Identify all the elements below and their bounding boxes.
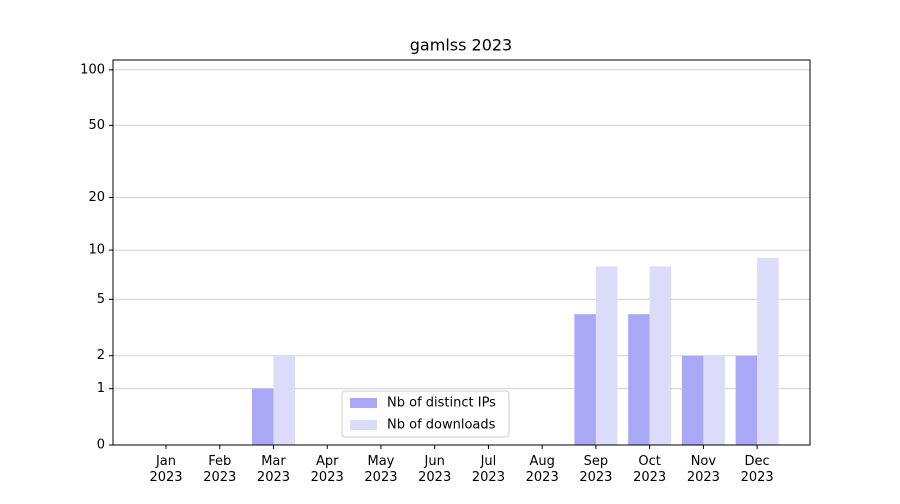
bar bbox=[649, 266, 672, 445]
y-tick-label: 5 bbox=[97, 292, 105, 307]
legend-swatch bbox=[350, 420, 377, 430]
chart-title: gamlss 2023 bbox=[410, 36, 512, 55]
legend-box bbox=[341, 390, 510, 438]
bar bbox=[757, 257, 779, 445]
bar bbox=[574, 314, 596, 445]
bar bbox=[251, 388, 274, 445]
y-tick-label: 20 bbox=[88, 190, 105, 205]
bar bbox=[703, 355, 725, 445]
x-tick-label: Aug 2023 bbox=[526, 454, 559, 485]
y-tick-label: 50 bbox=[88, 118, 105, 133]
bar bbox=[273, 355, 295, 445]
bar bbox=[595, 266, 618, 445]
legend-label: Nb of downloads bbox=[387, 418, 496, 433]
bar bbox=[681, 355, 704, 445]
x-tick-label: Apr 2023 bbox=[311, 454, 344, 485]
x-tick-label: Oct 2023 bbox=[633, 454, 666, 485]
legend-label: Nb of distinct IPs bbox=[387, 396, 496, 411]
x-tick-label: Jul 2023 bbox=[472, 454, 505, 485]
y-tick-label: 0 bbox=[97, 438, 105, 453]
bar bbox=[735, 355, 758, 445]
y-tick-label: 100 bbox=[80, 62, 105, 77]
bar bbox=[628, 314, 650, 445]
x-tick-label: Jan 2023 bbox=[149, 454, 182, 485]
x-tick-label: Jun 2023 bbox=[418, 454, 451, 485]
x-tick-label: Sep 2023 bbox=[579, 454, 612, 485]
y-tick-label: 10 bbox=[88, 243, 105, 258]
y-tick-label: 1 bbox=[97, 381, 105, 396]
x-tick-label: Nov 2023 bbox=[687, 454, 720, 485]
y-tick-label: 2 bbox=[97, 348, 105, 363]
plot-frame bbox=[112, 59, 811, 446]
x-tick-label: Feb 2023 bbox=[203, 454, 236, 485]
legend-swatch bbox=[350, 398, 377, 408]
x-tick-label: Dec 2023 bbox=[741, 454, 774, 485]
x-tick-label: May 2023 bbox=[364, 454, 397, 485]
x-tick-label: Mar 2023 bbox=[257, 454, 290, 485]
